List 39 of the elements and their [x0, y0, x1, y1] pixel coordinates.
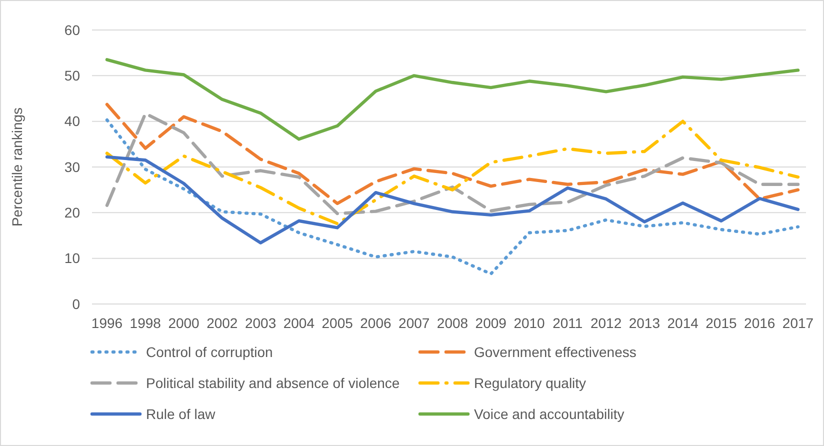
line-series	[105, 102, 800, 206]
x-tick-label: 2010	[514, 315, 546, 331]
legend-label: Control of corruption	[146, 344, 273, 360]
legend-label: Voice and accountability	[474, 406, 624, 422]
x-tick-label: 2009	[475, 315, 507, 331]
x-tick-label: 2007	[398, 315, 430, 331]
legend-label: Government effectiveness	[474, 344, 636, 360]
x-tick-label: 1996	[91, 315, 123, 331]
x-tick-label: 2011	[552, 315, 583, 331]
y-tick-label: 40	[64, 113, 80, 130]
y-tick-label: 10	[64, 250, 80, 266]
x-tick-label: 2016	[744, 315, 776, 331]
x-tick-label: 2014	[667, 315, 699, 331]
line-series	[105, 58, 800, 141]
y-tick-label: 60	[64, 22, 80, 38]
x-tick-label: 2015	[706, 315, 738, 331]
line-series	[105, 155, 800, 244]
x-tick-label: 2004	[283, 315, 315, 331]
line-series	[105, 112, 800, 216]
y-tick-label: 50	[64, 68, 80, 84]
y-axis-title: Percentile rankings	[9, 107, 25, 227]
legend-label: Regulatory quality	[474, 374, 586, 391]
line-series	[105, 118, 800, 276]
legend-label: Political stability and absence of violence	[146, 374, 400, 391]
x-tick-label: 2012	[590, 315, 622, 331]
x-tick-label: 2005	[322, 315, 354, 331]
x-tick-label: 2013	[628, 315, 660, 331]
x-tick-label: 1998	[130, 315, 162, 331]
y-tick-label: 20	[64, 204, 80, 221]
x-tick-label: 2002	[206, 315, 238, 331]
x-tick-label: 2017	[782, 315, 814, 331]
y-tick-label: 30	[64, 158, 80, 175]
legend-label: Rule of law	[146, 406, 216, 422]
x-tick-label: 2006	[360, 315, 392, 331]
x-tick-label: 2000	[168, 315, 200, 331]
line-series	[105, 120, 800, 226]
x-tick-label: 2003	[244, 315, 276, 331]
x-tick-label: 2008	[436, 315, 468, 331]
y-tick-label: 0	[72, 296, 80, 312]
